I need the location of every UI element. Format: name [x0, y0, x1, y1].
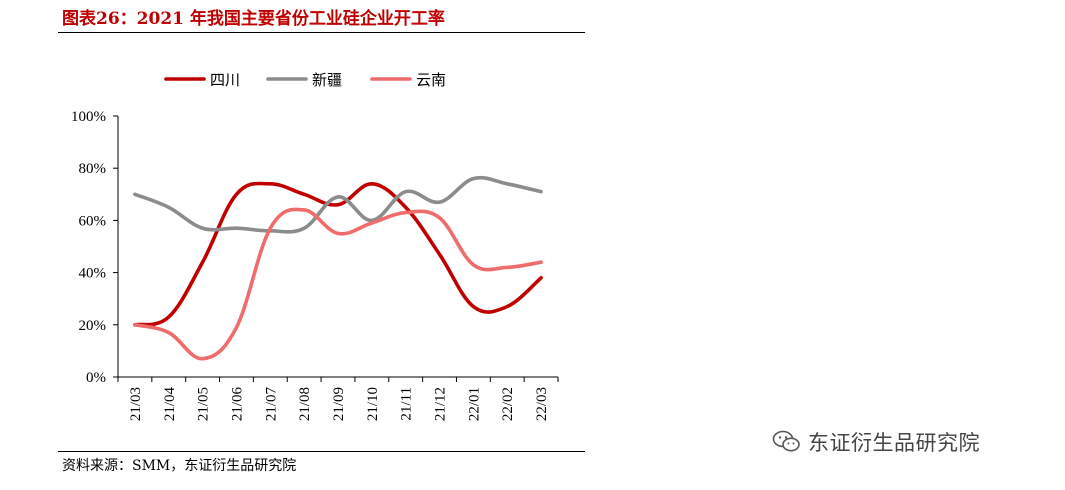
x-tick-label: 21/06 — [229, 387, 245, 422]
source-note: 资料来源：SMM，东证衍生品研究院 — [62, 458, 297, 474]
chart-axes — [117, 116, 558, 378]
x-axis-ticks: 21/03 21/04 21/05 21/06 21/07 21/08 21/09 21/10… — [117, 377, 559, 422]
x-tick-label: 21/11 — [399, 387, 415, 421]
x-tick-label: 22/01 — [466, 387, 482, 421]
x-tick-label: 21/08 — [297, 387, 313, 421]
series-line-1 — [133, 181, 543, 327]
x-tick-label: 21/09 — [331, 387, 347, 421]
x-tick-label: 21/03 — [128, 387, 144, 421]
x-tick-label: 21/07 — [263, 387, 279, 422]
title-rule — [58, 32, 585, 33]
y-tick-label: 80% — [79, 161, 107, 177]
x-tick-label: 22/02 — [500, 387, 516, 421]
legend-label-1: 四川 — [210, 71, 240, 89]
chart-title: 图表26：2021 年我国主要省份工业硅企业开工率 — [62, 9, 445, 29]
legend-label-3: 云南 — [416, 71, 446, 89]
series-line-2 — [133, 175, 543, 234]
y-tick-label: 60% — [79, 213, 107, 229]
x-tick-label: 21/12 — [433, 387, 449, 421]
x-tick-label: 21/04 — [162, 387, 178, 422]
y-tick-label: 100% — [71, 109, 106, 125]
source-rule — [58, 451, 585, 452]
watermark: 东证衍生品研究院 — [772, 427, 980, 457]
y-axis-ticks: 0% 20% 40% 60% 80% 100% — [71, 109, 118, 386]
y-tick-label: 20% — [79, 318, 107, 334]
watermark-label: 东证衍生品研究院 — [808, 431, 980, 455]
wechat-icon — [772, 430, 800, 452]
x-tick-label: 21/10 — [365, 387, 381, 421]
x-tick-label: 22/03 — [534, 387, 550, 421]
chart-series — [133, 175, 543, 361]
legend-label-2: 新疆 — [312, 71, 342, 89]
y-tick-label: 0% — [86, 370, 106, 386]
x-tick-label: 21/05 — [196, 387, 212, 421]
chart-legend: 四川 新疆 云南 — [164, 71, 446, 89]
series-line-3 — [133, 207, 543, 361]
y-tick-label: 40% — [79, 266, 107, 282]
